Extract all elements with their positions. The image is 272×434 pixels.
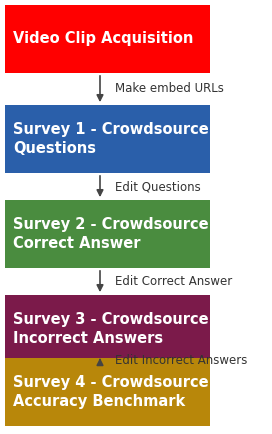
Text: Edit Incorrect Answers: Edit Incorrect Answers [115, 354, 247, 367]
Text: Survey 2 - Crowdsource
Correct Answer: Survey 2 - Crowdsource Correct Answer [13, 217, 209, 251]
Text: Make embed URLs: Make embed URLs [115, 82, 224, 95]
FancyBboxPatch shape [5, 105, 210, 173]
FancyBboxPatch shape [5, 5, 210, 73]
Text: Video Clip Acquisition: Video Clip Acquisition [13, 32, 193, 46]
Text: Survey 4 - Crowdsource
Accuracy Benchmark: Survey 4 - Crowdsource Accuracy Benchmar… [13, 375, 209, 409]
Text: Edit Questions: Edit Questions [115, 180, 201, 193]
FancyBboxPatch shape [5, 200, 210, 268]
Text: Survey 3 - Crowdsource
Incorrect Answers: Survey 3 - Crowdsource Incorrect Answers [13, 312, 209, 346]
FancyBboxPatch shape [5, 295, 210, 363]
Text: Edit Correct Answer: Edit Correct Answer [115, 275, 232, 288]
Text: Survey 1 - Crowdsource
Questions: Survey 1 - Crowdsource Questions [13, 122, 209, 156]
FancyBboxPatch shape [5, 358, 210, 426]
